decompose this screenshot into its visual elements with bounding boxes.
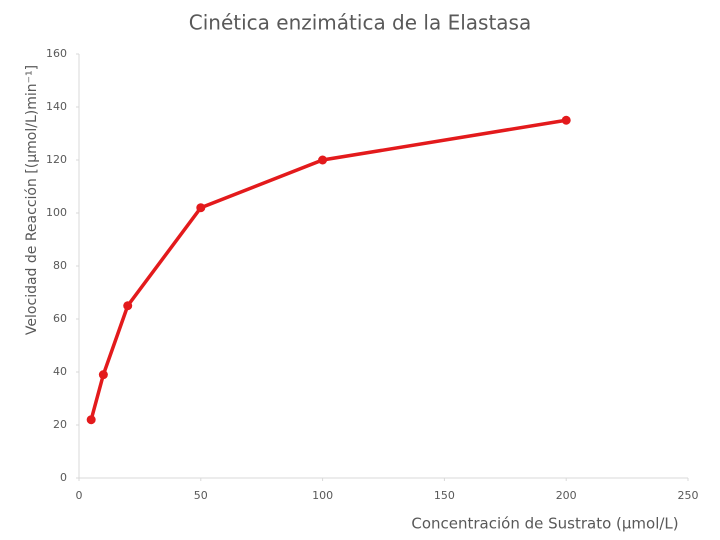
- data-point: [561, 115, 571, 125]
- data-point: [98, 370, 108, 380]
- data-point: [123, 301, 133, 311]
- y-tick-label: 140: [46, 100, 67, 113]
- y-tick-label: 20: [53, 418, 67, 431]
- y-tick-label: 160: [46, 47, 67, 60]
- x-tick-label: 250: [678, 489, 699, 502]
- data-point: [318, 155, 328, 165]
- y-tick-label: 120: [46, 153, 67, 166]
- y-axis-label: Velocidad de Reacción [(µmol/L)min⁻¹]: [24, 65, 40, 335]
- x-tick-label: 0: [76, 489, 83, 502]
- y-tick-label: 0: [60, 471, 67, 484]
- y-tick-label: 40: [53, 365, 67, 378]
- y-tick-label: 100: [46, 206, 67, 219]
- x-axis-label: Concentración de Sustrato (µmol/L): [411, 515, 678, 533]
- data-point: [86, 415, 96, 425]
- chart-title: Cinética enzimática de la Elastasa: [189, 11, 531, 35]
- y-tick-label: 60: [53, 312, 67, 325]
- x-tick-label: 200: [556, 489, 577, 502]
- series-line: [89, 118, 567, 421]
- y-tick-label: 80: [53, 259, 67, 272]
- x-tick-label: 100: [312, 489, 333, 502]
- x-tick-label: 50: [194, 489, 208, 502]
- x-tick-label: 150: [434, 489, 455, 502]
- data-point: [196, 203, 206, 213]
